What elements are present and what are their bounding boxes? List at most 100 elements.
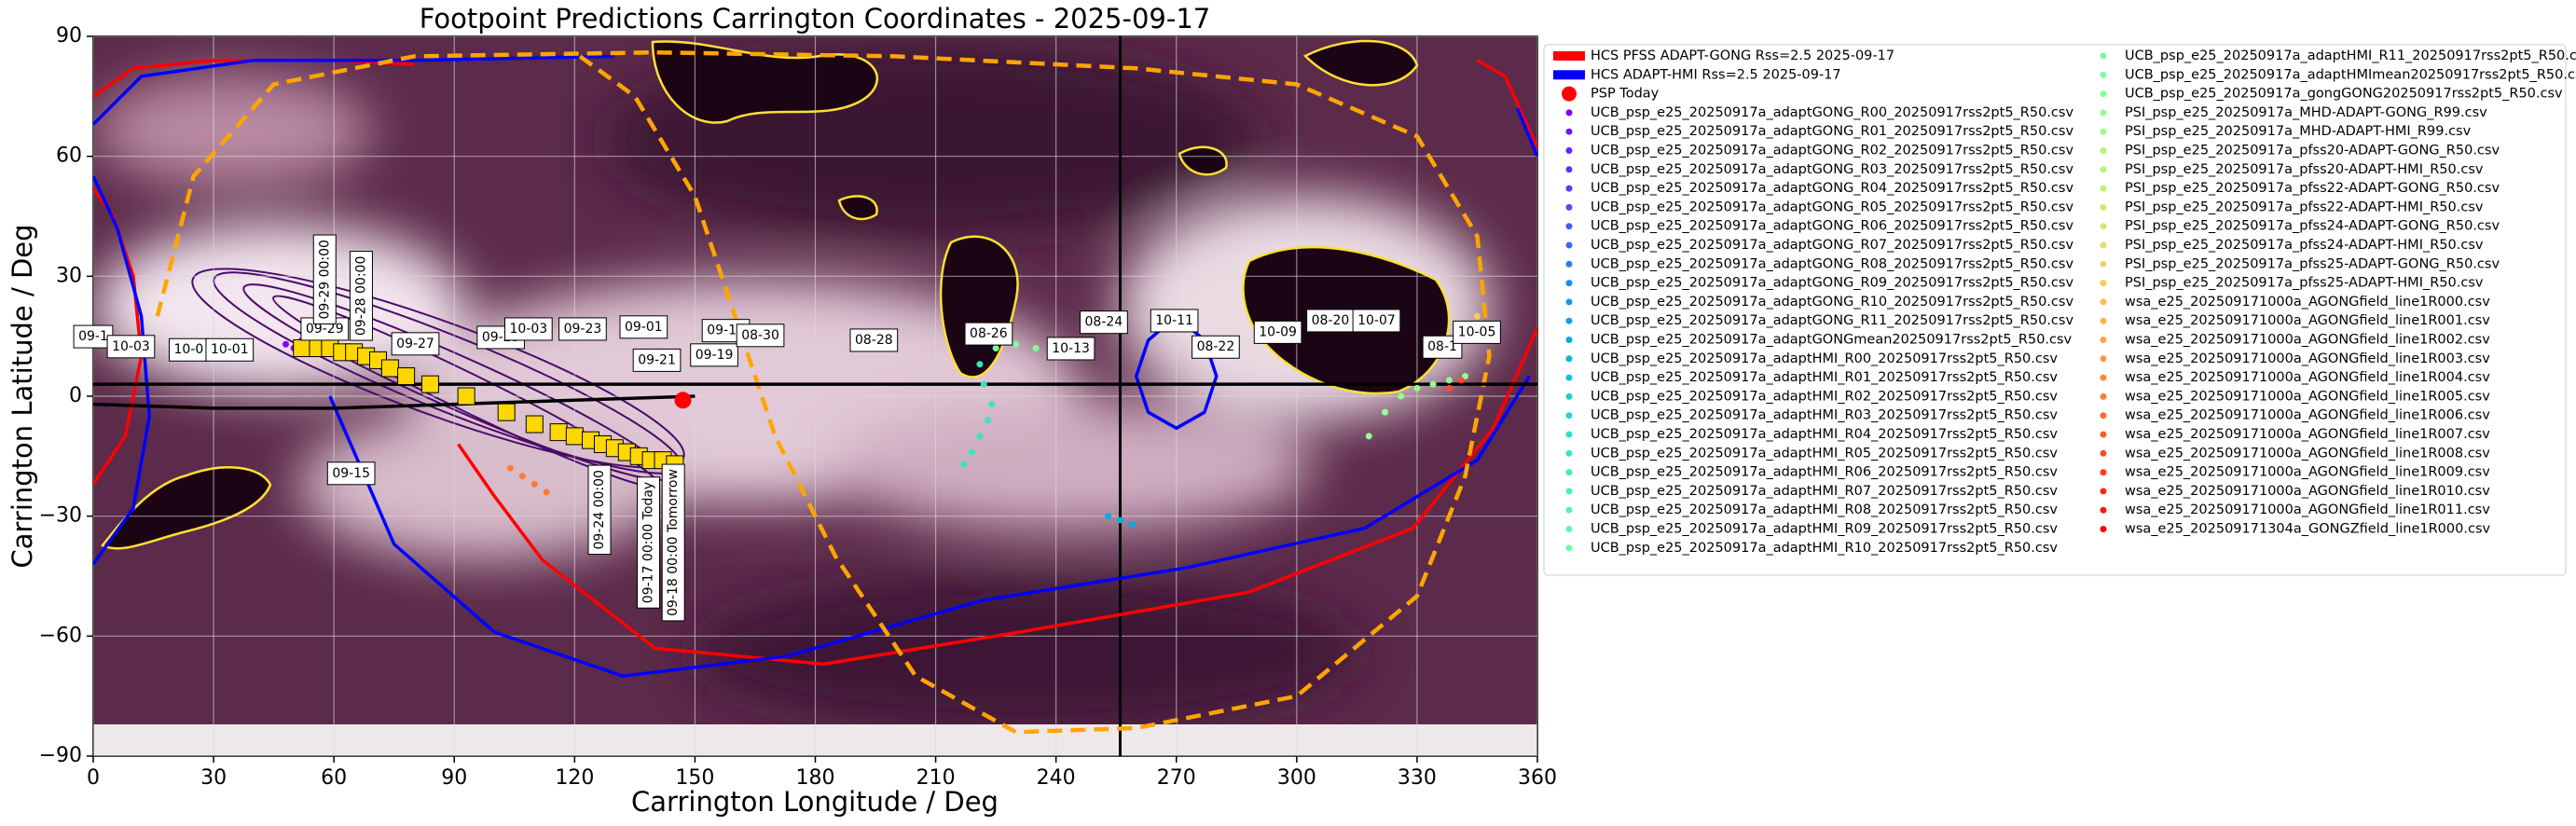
annotation-label: 09-29 00:00 [317, 240, 332, 319]
legend-marker [1565, 449, 1573, 457]
footpoint [1429, 380, 1437, 388]
legend-label: wsa_e25_202509171000a_AGONGfield_line1R0… [2125, 502, 2490, 517]
annotation-label: 10-11 [1155, 313, 1193, 328]
legend-label: UCB_psp_e25_20250917a_adaptGONG_R11_2025… [1591, 313, 2073, 328]
legend-marker [2100, 223, 2107, 230]
annotation-box [587, 464, 612, 556]
annotation: 10-01 [205, 337, 255, 362]
chart-title: Footpoint Predictions Carrington Coordin… [420, 3, 1211, 34]
trajectory-square [497, 403, 516, 421]
footpoint [968, 448, 975, 456]
legend-label: UCB_psp_e25_20250917a_adaptGONG_R10_2025… [1591, 295, 2073, 310]
footpoint [1105, 513, 1112, 520]
legend-marker [2100, 203, 2107, 211]
annotation-box [1192, 335, 1240, 359]
legend-label: PSP Today [1591, 87, 1660, 102]
annotation-box [736, 324, 785, 348]
legend-label: wsa_e25_202509171000a_AGONGfield_line1R0… [2125, 484, 2490, 499]
footpoint [1012, 340, 1020, 348]
annotation-label: 08-30 [741, 328, 779, 343]
legend-label: wsa_e25_202509171000a_AGONGfield_line1R0… [2125, 389, 2490, 404]
footpoint [1365, 433, 1372, 440]
legend-marker [2100, 185, 2107, 192]
x-tick-label: 150 [675, 766, 714, 790]
legend-marker [1565, 109, 1573, 117]
annotation-box [326, 461, 376, 486]
footpoint [1462, 373, 1469, 380]
annotation: 09-27 [391, 332, 440, 356]
annotation-box [661, 463, 685, 622]
legend-marker [2100, 355, 2107, 363]
annotation-box [690, 343, 738, 367]
annotation: 10-09 [1253, 320, 1302, 344]
annotation-box [558, 317, 607, 341]
legend-marker [1553, 51, 1585, 61]
legend-label: wsa_e25_202509171000a_AGONGfield_line1R0… [2125, 333, 2490, 348]
trajectory-square [549, 423, 568, 442]
annotation-label: 08-20 [1312, 313, 1350, 328]
legend-marker [1565, 147, 1573, 154]
annotation: 09-29 [300, 317, 350, 341]
y-tick-label: 0 [69, 384, 82, 407]
legend-marker [2100, 412, 2107, 420]
legend-label: HCS ADAPT-HMI Rss=2.5 2025-09-17 [1591, 67, 1841, 82]
annotation: 10-03 [106, 335, 156, 359]
annotation-label: 09-23 [564, 322, 602, 337]
footpoint [992, 345, 999, 352]
annotation-box [1306, 309, 1355, 333]
legend-marker [2100, 449, 2107, 457]
annotation-label: 09-17 [707, 324, 745, 338]
annotation-box [169, 337, 209, 362]
annotation-label: 10-01 [211, 342, 249, 357]
legend-label: PSI_psp_e25_20250917a_pfss20-ADAPT-GONG_… [2125, 144, 2500, 158]
legend-marker [2100, 280, 2107, 287]
annotation-label: 08-26 [970, 326, 1008, 341]
annotation: 08-26 [964, 322, 1013, 346]
legend-marker [1565, 298, 1573, 306]
annotation-label: 08-28 [855, 333, 893, 348]
annotation: 10-13 [1046, 337, 1095, 361]
annotation: 08-20 [1306, 309, 1355, 333]
legend-marker [2100, 128, 2107, 135]
legend-marker [2100, 241, 2107, 249]
legend-label: UCB_psp_e25_20250917a_adaptHMI_R04_20250… [1591, 427, 2058, 442]
annotation: 09-21 [632, 348, 682, 372]
legend-label: UCB_psp_e25_20250917a_adaptHMI_R03_20250… [1591, 408, 2058, 423]
plot-layer [93, 36, 1537, 756]
y-tick-label: 30 [56, 264, 82, 287]
annotation: 10-03 [504, 317, 553, 341]
legend-marker [2100, 52, 2107, 60]
legend-marker [2100, 392, 2107, 400]
y-axis-label: Carrington Latitude / Deg [7, 224, 38, 568]
annotation-label: 08-1 [1427, 339, 1457, 354]
legend-marker [2100, 71, 2107, 78]
legend: HCS PFSS ADAPT-GONG Rss=2.5 2025-09-17 HC… [1553, 48, 2576, 556]
legend-marker [1565, 223, 1573, 230]
annotation-box [106, 335, 156, 359]
annotation-label: 10-13 [1052, 341, 1090, 356]
legend-marker [1565, 260, 1573, 268]
annotation-box [391, 332, 440, 356]
annotation-label: 10-03 [510, 322, 548, 337]
annotation-label: 09-28 00:00 [353, 256, 368, 336]
annotation-box [1453, 320, 1501, 344]
legend-label: UCB_psp_e25_20250917a_adaptGONG_R00_2025… [1591, 105, 2073, 120]
footpoint [1473, 312, 1481, 320]
x-tick-label: 30 [200, 766, 227, 790]
footpoint [530, 480, 538, 488]
legend-marker [1565, 488, 1573, 495]
series-line [93, 54, 1537, 678]
annotation-label: 09-01 [625, 320, 663, 335]
legend-marker [1565, 128, 1573, 135]
annotation: 09-1 [73, 324, 114, 349]
trajectory-square [380, 359, 399, 378]
x-tick-label: 210 [916, 766, 956, 790]
legend-label: UCB_psp_e25_20250917a_adaptHMI_R00_20250… [1591, 351, 2058, 366]
annotation: 09-24 00:00 [587, 464, 612, 556]
x-tick-label: 360 [1518, 766, 1557, 790]
annotation-label: 09-18 00:00 Tomorrow [666, 469, 681, 616]
x-tick-label: 90 [441, 766, 467, 790]
annotation-box [1046, 337, 1095, 361]
legend-label: UCB_psp_e25_20250917a_adaptHMI_R09_20250… [1591, 522, 2058, 537]
legend-label: PSI_psp_e25_20250917a_pfss25-ADAPT-GONG_… [2125, 256, 2500, 271]
